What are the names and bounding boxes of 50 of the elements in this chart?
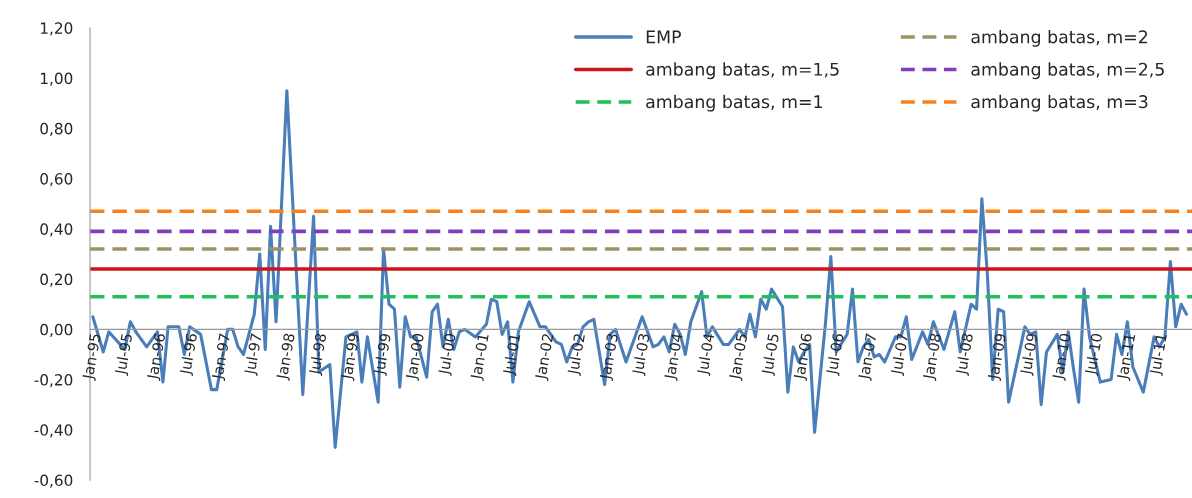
y-tick-label: -0,20 bbox=[34, 374, 73, 388]
x-tick-label: Jan-01 bbox=[470, 333, 492, 381]
x-tick-label: Jan-98 bbox=[276, 333, 298, 381]
x-tick-label: Jul-04 bbox=[696, 332, 718, 377]
x-tick-label: Jul-00 bbox=[437, 333, 459, 377]
x-tick-label: Jul-11 bbox=[1148, 333, 1170, 377]
x-tick-label: Jan-06 bbox=[793, 333, 815, 381]
x-tick-label: Jan-09 bbox=[987, 333, 1009, 381]
x-tick-label: Jan-95 bbox=[81, 333, 104, 381]
x-tick-label: Jan-11 bbox=[1116, 333, 1139, 381]
x-tick-label: Jan-97 bbox=[211, 333, 233, 381]
y-tick-label: -0,60 bbox=[34, 474, 73, 488]
y-tick-label: 0,20 bbox=[40, 273, 73, 287]
x-tick-label: Jan-10 bbox=[1051, 333, 1074, 381]
x-tick-label: Jan-96 bbox=[146, 333, 169, 381]
y-tick-label: 1,20 bbox=[40, 22, 73, 36]
x-tick-label: Jul-09 bbox=[1019, 333, 1041, 377]
x-tick-label: Jan-02 bbox=[534, 333, 557, 381]
x-tick-label: Jul-98 bbox=[308, 333, 330, 377]
x-tick-label: Jan-05 bbox=[728, 333, 751, 381]
x-tick-label: Jul-99 bbox=[372, 333, 394, 377]
x-tick-label: Jul-10 bbox=[1084, 333, 1106, 377]
x-tick-label: Jul-96 bbox=[178, 333, 200, 377]
x-tick-label: Jan-03 bbox=[599, 333, 621, 381]
y-tick-label: 1,00 bbox=[40, 72, 73, 86]
x-tick-label: Jul-02 bbox=[566, 333, 588, 377]
x-tick-label: Jul-06 bbox=[825, 333, 847, 377]
x-tick-label: Jan-99 bbox=[340, 333, 363, 381]
x-tick-label: Jan-07 bbox=[857, 333, 880, 381]
y-tick-label: 0,60 bbox=[40, 173, 73, 187]
x-tick-label: Jan-08 bbox=[922, 333, 945, 381]
legend-label: ambang batas, m=2 bbox=[971, 29, 1148, 47]
x-tick-label: Jul-95 bbox=[114, 333, 136, 377]
legend-label: ambang batas, m=1 bbox=[646, 94, 822, 112]
x-tick-label: Jul-08 bbox=[954, 333, 976, 377]
x-tick-label: Jul-03 bbox=[631, 333, 653, 377]
legend-label: ambang batas, m=1,5 bbox=[646, 62, 839, 80]
legend-label: ambang batas, m=2,5 bbox=[971, 62, 1164, 80]
x-tick-label: Jul-01 bbox=[502, 333, 524, 377]
x-tick-label: Jul-07 bbox=[890, 333, 911, 377]
legend-label: ambang batas, m=3 bbox=[971, 94, 1148, 112]
y-tick-label: -0,40 bbox=[34, 424, 73, 438]
legend-label: EMP bbox=[646, 30, 681, 44]
y-tick-label: 0,40 bbox=[40, 223, 73, 237]
x-tick-label: Jan-04 bbox=[663, 332, 686, 381]
x-tick-label: Jul-97 bbox=[243, 333, 265, 377]
x-tick-label: Jul-05 bbox=[760, 333, 782, 377]
y-tick-label: 0,80 bbox=[40, 122, 73, 136]
x-tick-label: Jan-00 bbox=[405, 333, 427, 381]
y-tick-label: 0,00 bbox=[40, 323, 73, 337]
